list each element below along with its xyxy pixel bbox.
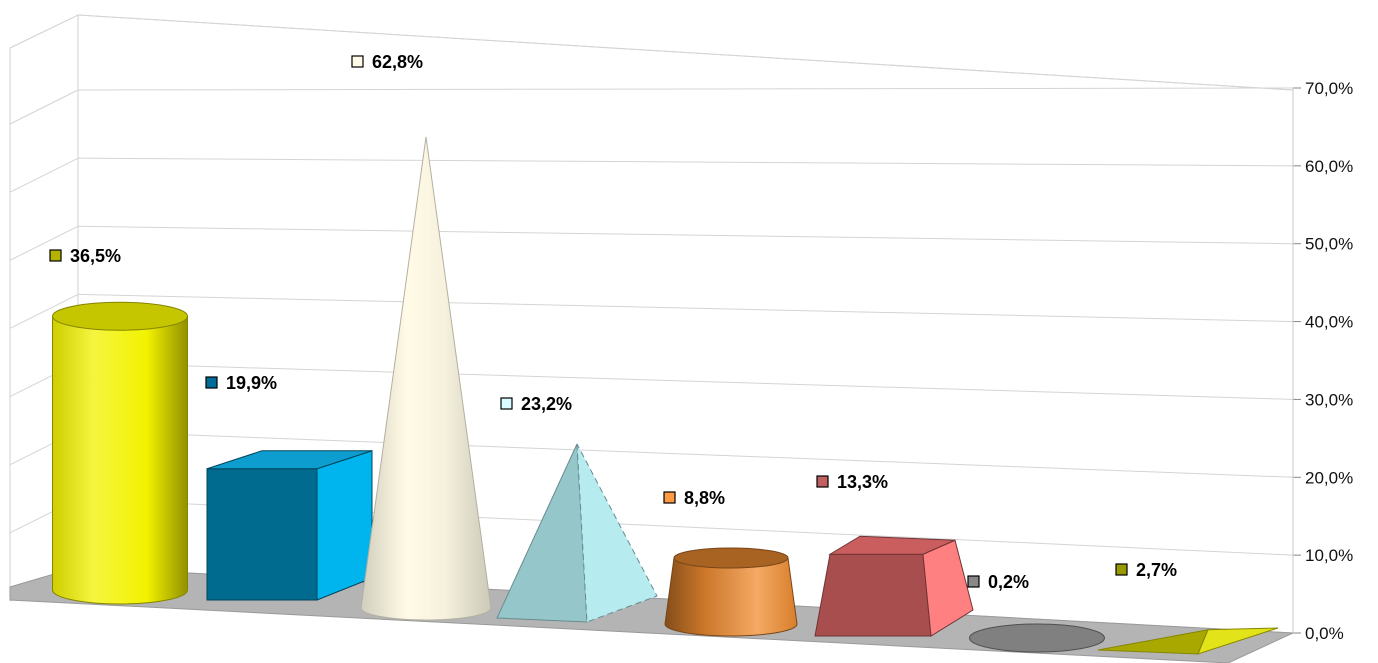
gridline [77, 157, 1294, 167]
label-marker [351, 55, 364, 68]
side-gridline [9, 225, 79, 261]
bar [52, 301, 188, 605]
label-marker [49, 249, 62, 262]
bar-body [360, 136, 492, 621]
y-tick-label: 30,0% [1305, 390, 1353, 409]
label-marker [1115, 563, 1128, 576]
label-marker [967, 575, 980, 588]
data-label: 0,2% [988, 572, 1029, 592]
bar [496, 443, 658, 623]
y-tick-label: 20,0% [1305, 468, 1353, 487]
bar-top [828, 535, 956, 555]
bar-face-right [1197, 627, 1279, 655]
bar-front [814, 553, 932, 637]
chart-walls [9, 14, 1294, 634]
data-label: 62,8% [372, 52, 423, 72]
label-marker [500, 397, 513, 410]
bar-body [664, 557, 798, 637]
bar-face-right [576, 443, 658, 623]
gridline [77, 293, 1294, 323]
label-marker [663, 491, 676, 504]
data-label: 23,2% [521, 394, 572, 414]
side-gridline [9, 157, 79, 193]
top-border [77, 14, 1294, 91]
bar-front [206, 468, 318, 601]
y-tick-label: 0,0% [1305, 624, 1344, 643]
gridline [77, 430, 1294, 478]
bar [1097, 627, 1279, 655]
gridline [77, 362, 1294, 400]
data-label: 8,8% [684, 488, 725, 508]
bar [206, 450, 373, 601]
y-tick-label: 10,0% [1305, 546, 1353, 565]
gridline [77, 87, 1294, 91]
y-tick-label: 70,0% [1305, 79, 1353, 98]
data-label: 2,7% [1136, 560, 1177, 580]
y-tick-label: 50,0% [1305, 235, 1353, 254]
y-tick-label: 40,0% [1305, 313, 1353, 332]
side-gridline [9, 89, 79, 125]
bar [360, 136, 492, 621]
bar [814, 535, 974, 637]
label-marker [816, 475, 829, 488]
y-axis-ticks: 0,0% 10,0% 20,0% 30,0% 40,0% 50,0% 60,0% 70,0% [1292, 79, 1353, 643]
y-tick-label: 60,0% [1305, 157, 1353, 176]
bar-body [52, 315, 188, 605]
bar-top [969, 623, 1105, 653]
bars [52, 136, 1279, 655]
bar [664, 547, 798, 637]
gridline [77, 225, 1294, 245]
data-label: 13,3% [837, 472, 888, 492]
side-gridline [9, 293, 79, 329]
data-label: 36,5% [70, 246, 121, 266]
data-labels: 36,5% 19,9% 62,8% 23,2% 8,8% 13,3% 0,2% 2,7% [49, 52, 1177, 592]
data-label: 19,9% [226, 373, 277, 393]
bar-top [673, 547, 789, 569]
bar-side [316, 450, 373, 601]
bar-top [206, 450, 373, 470]
bar-top [52, 301, 188, 331]
bar [969, 623, 1105, 653]
label-marker [205, 376, 218, 389]
